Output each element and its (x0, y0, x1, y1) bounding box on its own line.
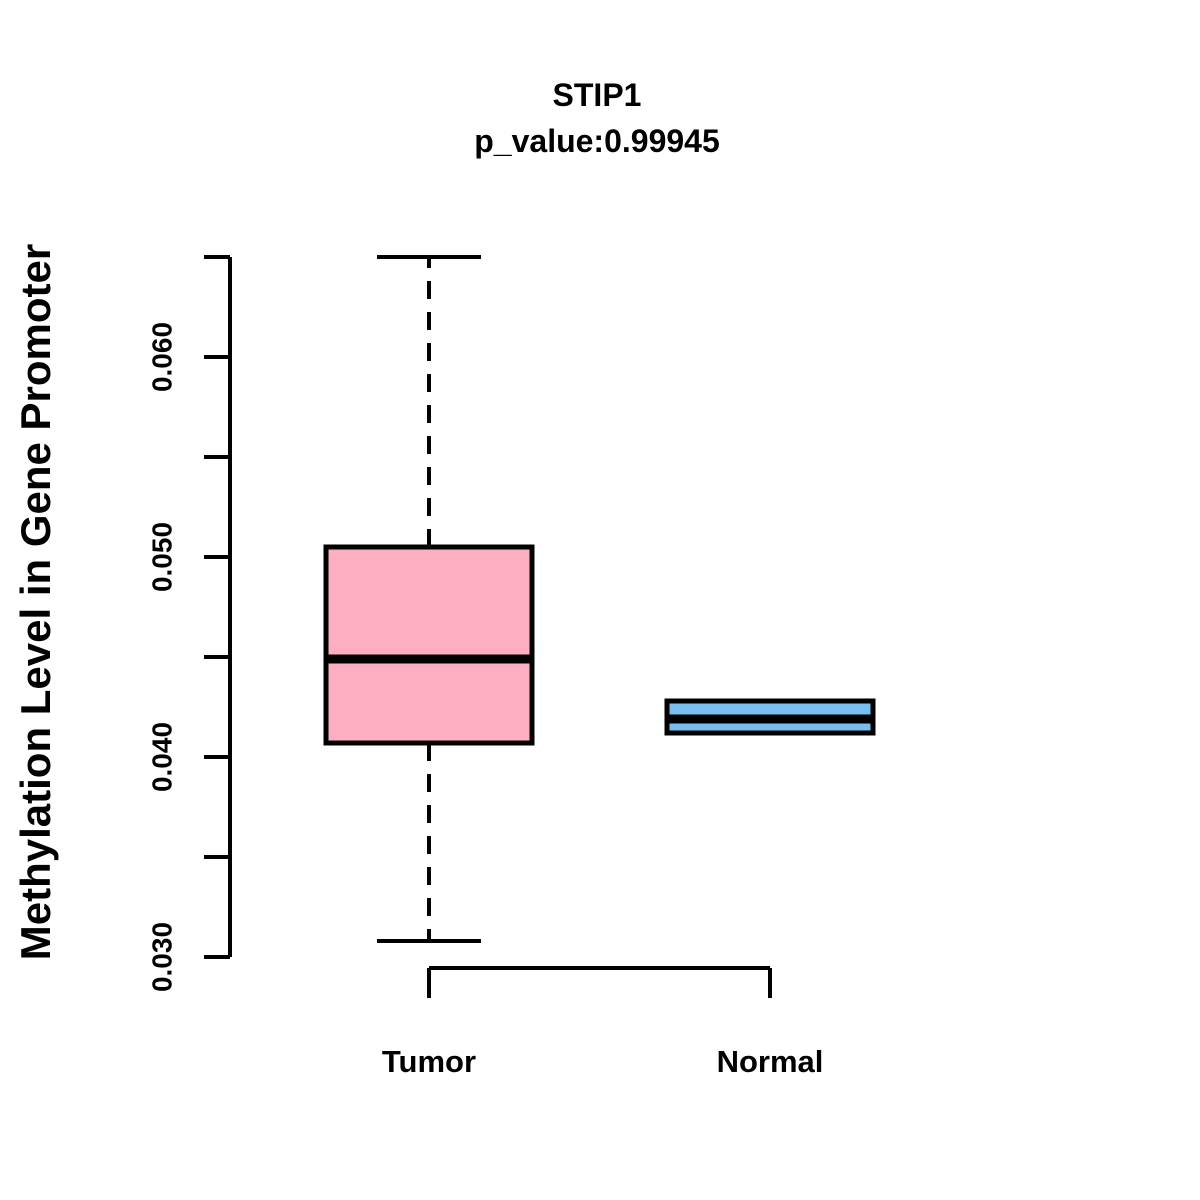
box-tumor (323, 544, 535, 746)
y-tick-label: 0.040 (147, 722, 178, 792)
chart-title-block: STIP1 p_value:0.99945 (230, 72, 964, 164)
y-tick-label: 0.060 (147, 322, 178, 392)
y-tick-label: 0.050 (147, 522, 178, 592)
x-category-label-normal: Normal (717, 1044, 824, 1079)
chart-subtitle: p_value:0.99945 (474, 123, 720, 159)
y-tick-label: 0.030 (147, 922, 178, 992)
chart-title: STIP1 (552, 77, 642, 113)
x-category-label-tumor: Tumor (382, 1044, 476, 1079)
y-axis-title: Methylation Level in Gene Promoter (12, 243, 59, 961)
